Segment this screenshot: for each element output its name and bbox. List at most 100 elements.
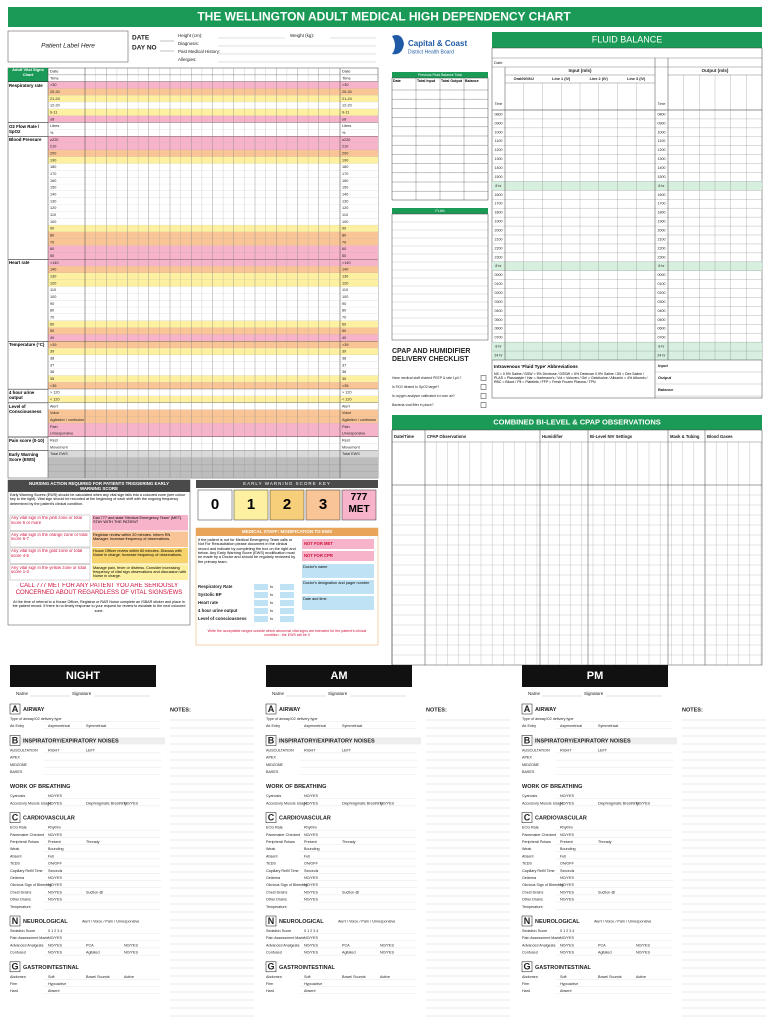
form-label: Asymmetrical	[560, 724, 582, 728]
form-label: PCA	[598, 943, 606, 947]
section-letter: B	[12, 735, 19, 745]
scale-label: 120	[50, 206, 56, 210]
form-label: Obvious Sign of Bleeding	[10, 883, 51, 887]
scale-label: < 120	[342, 397, 352, 401]
section-title-bg	[21, 814, 165, 822]
range-box	[254, 616, 268, 622]
zone-band	[48, 423, 378, 431]
form-label: 0 1 2 3 4	[560, 929, 574, 933]
trigger-cell	[9, 564, 91, 581]
section-title: AIRWAY	[23, 707, 45, 713]
zone-band	[48, 197, 378, 205]
scale-label: Movement	[342, 445, 361, 449]
form-label: Confused	[10, 951, 26, 955]
section-letter-box	[521, 915, 533, 927]
form-label: Bounding	[304, 847, 320, 851]
zone-band	[48, 355, 378, 362]
doctor-label: Doctor's designation and pager number	[303, 581, 370, 585]
action-text: Registrar review within 20 minutes. Info…	[93, 533, 170, 541]
scale-label: 70	[342, 315, 346, 319]
form-label: Hard	[522, 989, 530, 993]
section-bar	[196, 528, 378, 536]
vital-section-label: 4 hour urine output	[9, 390, 35, 401]
form-label: NO/YES	[560, 943, 574, 947]
shift-bar	[522, 665, 668, 687]
day-no-label: DAY NO	[132, 45, 157, 52]
form-label: Oedema	[266, 876, 281, 880]
scale-label: 120	[342, 281, 348, 285]
form-label: Present	[48, 840, 61, 844]
zone-band	[48, 382, 378, 390]
scale-label: 140	[50, 268, 56, 272]
vital-section-label: Temperature (°C)	[9, 342, 45, 348]
section-bar	[8, 480, 190, 492]
form-label: Cyanosis	[10, 794, 25, 798]
form-label: Diaphragmatic Breathing	[598, 801, 639, 805]
checkbox	[480, 393, 487, 399]
time-label: 0700	[495, 336, 503, 340]
form-label: APEX	[10, 756, 20, 760]
medical-footer: Write the acceptable ranges outside whic…	[208, 629, 367, 637]
scale-label: Rest	[342, 438, 351, 442]
zone-band	[48, 95, 378, 103]
form-label: BASES	[266, 770, 279, 774]
scale-label: 180	[50, 165, 56, 169]
zone-band	[48, 143, 378, 150]
scale-label: ≤8	[50, 117, 54, 121]
zone-band	[48, 170, 378, 178]
zone-band	[48, 218, 378, 226]
scale-label: Pain	[50, 425, 58, 429]
form-label: Agitated	[86, 951, 100, 955]
scale-label: 36	[50, 370, 54, 374]
action-text: House Officer review within 60 minutes. …	[93, 549, 182, 557]
section-title-bg	[277, 918, 421, 925]
scale-label: 80	[342, 233, 346, 237]
time-label: 2200	[495, 246, 503, 250]
form-label: Absent	[304, 989, 315, 993]
form-label: NO/YES	[48, 898, 62, 902]
scale-label: 25-30	[342, 90, 352, 94]
logo-sub: District Health Board	[408, 49, 454, 55]
zone-band	[48, 136, 378, 144]
form-label: MIDZONE	[266, 763, 284, 767]
cpap-item: Bacteria viral filter in place?	[392, 403, 434, 407]
time-label: 1500	[495, 175, 503, 179]
scale-label: Alert	[342, 404, 351, 408]
scale-label: 90	[50, 302, 54, 306]
trigger-cell	[9, 531, 91, 548]
action-cell	[92, 531, 188, 547]
signature-label: Signature	[584, 691, 604, 696]
range-box	[280, 592, 294, 598]
scale-label: 170	[342, 172, 348, 176]
date-label: DATE	[132, 35, 150, 42]
section-letter: C	[524, 812, 531, 822]
form-label: NO/YES	[304, 898, 318, 902]
time-label: 1900	[658, 220, 666, 224]
section-letter: B	[268, 735, 275, 745]
abbrev-text: NS = 0.9% Saline / DSW = 5% Dextrose / D…	[494, 372, 648, 385]
abbrev-title: Intravenous 'Fluid Type' Abbreviations	[494, 364, 578, 369]
range-box	[254, 584, 268, 590]
time-label: 0000	[495, 273, 503, 277]
time-header: Time	[495, 102, 503, 106]
plan-title: PLAN	[435, 209, 445, 213]
title-bar	[8, 7, 762, 27]
scale-label: Total EWS	[50, 452, 68, 456]
form-label: Full	[304, 854, 310, 858]
section-letter: A	[524, 704, 531, 714]
scale-label: 60	[50, 247, 54, 251]
form-label: Pacemaker Checked	[10, 833, 44, 837]
zone-band	[48, 232, 378, 239]
time-label: 0000	[658, 273, 666, 277]
input-col-header: Oral/NG/NJ	[514, 77, 534, 81]
form-label: NO/YES	[560, 951, 574, 955]
form-label: AUSCULTATION	[522, 748, 550, 752]
ews-band	[48, 457, 378, 478]
zone-band	[48, 402, 378, 410]
section-letter: G	[523, 962, 530, 972]
group-header: Bi-Level NIV Settings	[590, 434, 633, 439]
form-label: Air Entry	[266, 724, 280, 728]
fluid-balance-frame	[491, 47, 763, 399]
abbrev-title: Intravenous 'Fluid Type' Abbreviations	[494, 364, 578, 369]
zone-band	[48, 389, 378, 396]
